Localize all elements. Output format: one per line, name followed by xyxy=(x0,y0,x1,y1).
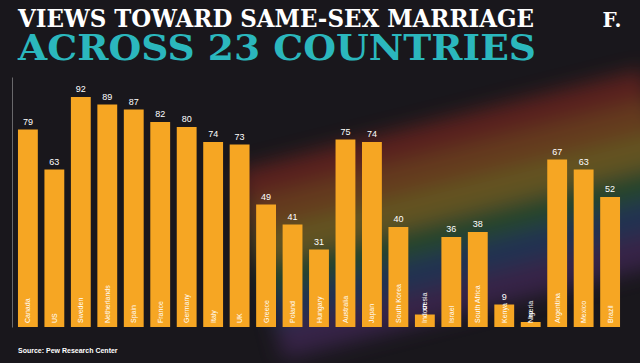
data-label: 63 xyxy=(579,157,589,167)
bar xyxy=(283,225,303,328)
data-label: 9 xyxy=(502,292,507,302)
data-label: 38 xyxy=(473,219,483,229)
bar xyxy=(309,250,329,328)
bar xyxy=(18,130,38,328)
bar xyxy=(71,97,91,327)
data-label: 49 xyxy=(261,192,271,202)
bar xyxy=(574,170,594,328)
bar xyxy=(336,140,356,328)
bar xyxy=(150,122,170,327)
category-label: Greece xyxy=(263,300,270,323)
data-label: 79 xyxy=(23,117,33,127)
bar xyxy=(230,145,250,328)
data-label: 63 xyxy=(49,157,59,167)
bar xyxy=(441,237,461,327)
category-label: Netherlands xyxy=(104,285,111,323)
bar xyxy=(177,127,197,327)
data-label: 74 xyxy=(367,129,377,139)
data-label: 73 xyxy=(235,132,245,142)
bar xyxy=(44,170,64,328)
category-label: Canada xyxy=(24,298,31,323)
category-label: Germany xyxy=(183,294,191,323)
category-label: US xyxy=(51,313,58,323)
bar xyxy=(388,227,408,327)
bar xyxy=(362,142,382,327)
category-label: Spain xyxy=(130,305,138,323)
data-label: 40 xyxy=(393,214,403,224)
category-label: South Korea xyxy=(395,284,402,323)
category-label: Argentina xyxy=(554,293,562,323)
data-label: 41 xyxy=(288,212,298,222)
source: Source: Pew Research Center xyxy=(18,347,118,354)
category-label: South Africa xyxy=(474,285,481,323)
category-label: Australia xyxy=(342,296,349,323)
category-label: Nigeria xyxy=(527,301,535,323)
data-label: 75 xyxy=(340,127,350,137)
category-label: Italy xyxy=(210,310,218,323)
background-shade xyxy=(0,0,640,363)
y-axis-line xyxy=(12,78,13,328)
data-label: 67 xyxy=(552,147,562,157)
data-label: 31 xyxy=(314,237,324,247)
data-label: 52 xyxy=(605,184,615,194)
category-label: UK xyxy=(236,313,243,323)
data-label: 89 xyxy=(102,92,112,102)
category-label: Indonesia xyxy=(421,293,428,323)
category-label: Brazil xyxy=(607,305,614,323)
category-label: Israel xyxy=(448,305,455,323)
y-axis xyxy=(12,78,13,328)
background xyxy=(0,0,640,363)
bar xyxy=(547,160,567,328)
category-label: Japan xyxy=(368,304,376,323)
bars xyxy=(18,97,620,327)
bar xyxy=(600,197,620,327)
category-label: France xyxy=(157,301,164,323)
logo: F. xyxy=(602,8,621,32)
category-label: Hungary xyxy=(316,296,324,323)
data-label: 80 xyxy=(182,114,192,124)
data-label: 92 xyxy=(76,84,86,94)
data-label: 74 xyxy=(208,129,218,139)
data-label: 36 xyxy=(446,224,456,234)
data-label: 87 xyxy=(129,97,139,107)
bar xyxy=(256,205,276,328)
category-label: Poland xyxy=(289,301,296,323)
bar xyxy=(97,105,117,328)
chart: 7963928987828074734941317574405363892676… xyxy=(0,0,640,363)
bar xyxy=(468,232,488,327)
bar xyxy=(203,142,223,327)
data-labels: 7963928987828074734941317574405363892676… xyxy=(23,84,615,319)
bar xyxy=(124,110,144,328)
category-labels: Canada US Sweden Netherlands Spain France Germ… xyxy=(24,284,613,323)
subtitle: ACROSS 23 COUNTRIES xyxy=(17,26,536,68)
data-label: 82 xyxy=(155,109,165,119)
category-label: Kenya xyxy=(501,303,509,323)
category-label: Sweden xyxy=(77,298,84,323)
category-label: Mexico xyxy=(580,301,587,323)
